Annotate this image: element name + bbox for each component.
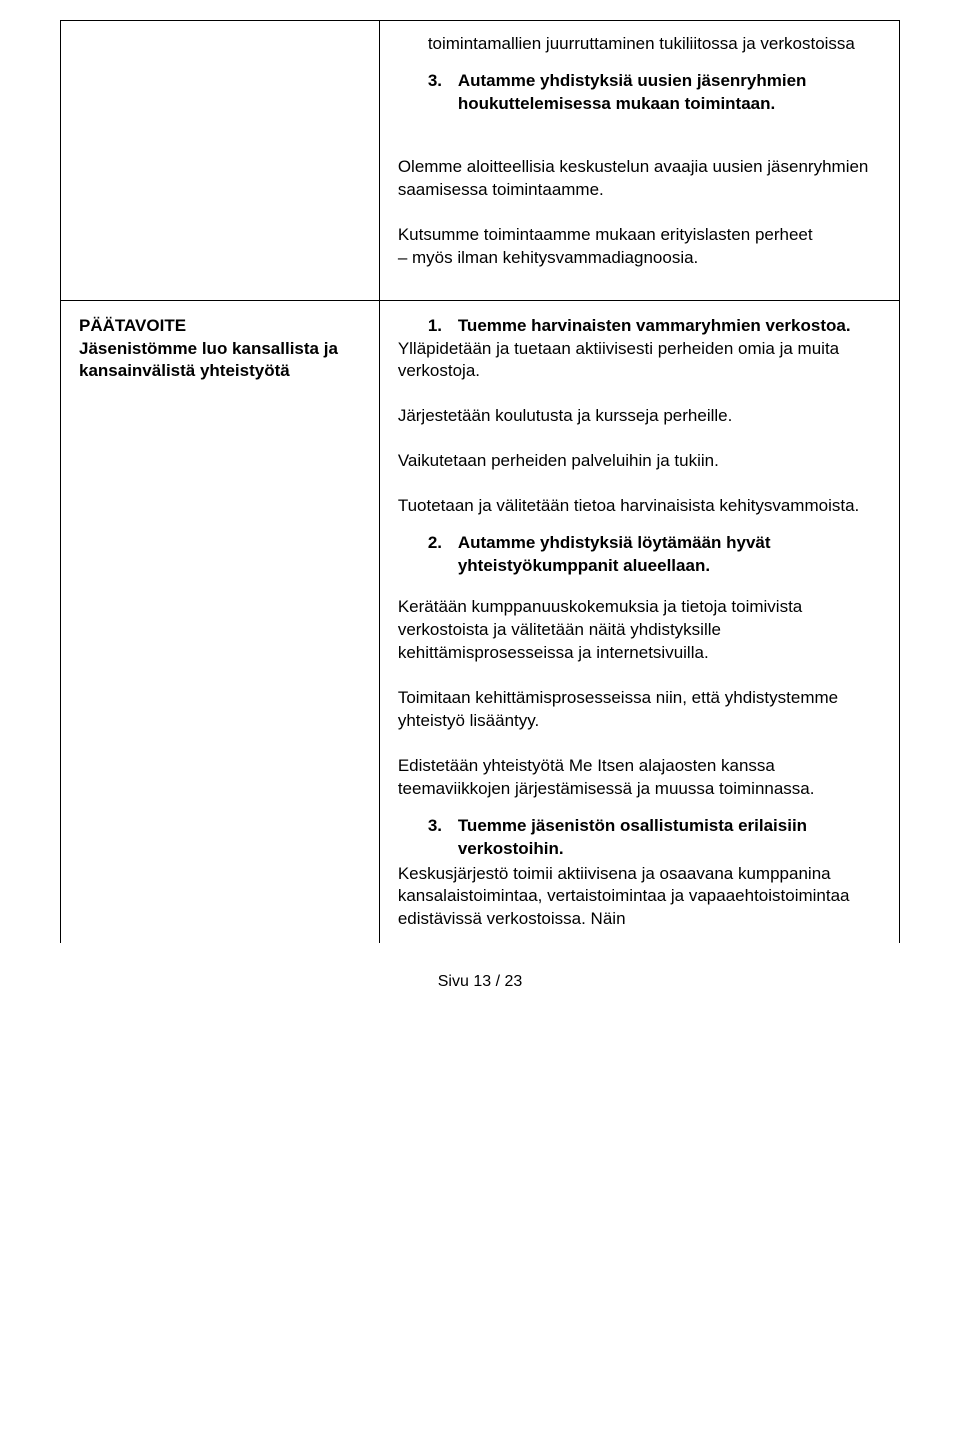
item-title: Tuemme jäsenistön osallistumista erilais…	[458, 815, 881, 861]
paragraph: Kerätään kumppanuuskokemuksia ja tietoja…	[398, 596, 881, 665]
paragraph: toimintamallien juurruttaminen tukiliito…	[428, 33, 881, 56]
cell-right-2: 1. Tuemme harvinaisten vammaryhmien verk…	[379, 300, 899, 943]
item-title: Autamme yhdistyksiä uusien jäsenryhmien …	[458, 70, 881, 116]
item-number: 3.	[428, 70, 458, 116]
cell-right-1: toimintamallien juurruttaminen tukiliito…	[379, 21, 899, 301]
paragraph: Kutsumme toimintaamme mukaan erityislast…	[398, 224, 881, 270]
paragraph: Tuotetaan ja välitetään tietoa harvinais…	[398, 495, 881, 518]
document-page: toimintamallien juurruttaminen tukiliito…	[0, 0, 960, 1023]
paragraph: Edistetään yhteistyötä Me Itsen alajaost…	[398, 755, 881, 801]
list-item: 1. Tuemme harvinaisten vammaryhmien verk…	[428, 315, 881, 338]
paragraph: Keskusjärjestö toimii aktiivisena ja osa…	[398, 863, 881, 932]
paragraph: Järjestetään koulutusta ja kursseja perh…	[398, 405, 881, 428]
item-title: Autamme yhdistyksiä löytämään hyvät yhte…	[458, 532, 881, 578]
subheading: Jäsenistömme luo kansallista ja kansainv…	[79, 338, 361, 384]
cell-left-2: PÄÄTAVOITE Jäsenistömme luo kansallista …	[61, 300, 380, 943]
paragraph: Ylläpidetään ja tuetaan aktiivisesti per…	[398, 338, 881, 384]
paragraph: Olemme aloitteellisia keskustelun avaaji…	[398, 156, 881, 202]
content-table: toimintamallien juurruttaminen tukiliito…	[60, 20, 900, 943]
text: – myös ilman kehitysvammadiagnoosia.	[398, 248, 698, 267]
item-number: 1.	[428, 315, 458, 338]
item-number: 2.	[428, 532, 458, 578]
paragraph: Toimitaan kehittämisprosesseissa niin, e…	[398, 687, 881, 733]
table-row: toimintamallien juurruttaminen tukiliito…	[61, 21, 900, 301]
list-item: 2. Autamme yhdistyksiä löytämään hyvät y…	[428, 532, 881, 578]
heading: PÄÄTAVOITE	[79, 315, 361, 338]
list-item: 3. Tuemme jäsenistön osallistumista eril…	[428, 815, 881, 861]
item-title: Tuemme harvinaisten vammaryhmien verkost…	[458, 315, 851, 338]
item-number: 3.	[428, 815, 458, 861]
list-item: 3. Autamme yhdistyksiä uusien jäsenryhmi…	[428, 70, 881, 116]
paragraph: Vaikutetaan perheiden palveluihin ja tuk…	[398, 450, 881, 473]
table-row: PÄÄTAVOITE Jäsenistömme luo kansallista …	[61, 300, 900, 943]
text: Kutsumme toimintaamme mukaan erityislast…	[398, 225, 813, 244]
page-footer: Sivu 13 / 23	[60, 971, 900, 993]
cell-left-1	[61, 21, 380, 301]
